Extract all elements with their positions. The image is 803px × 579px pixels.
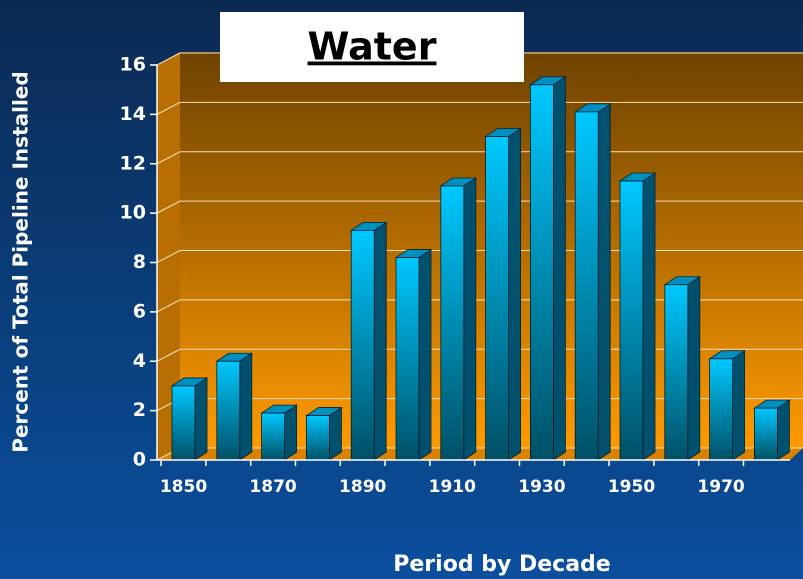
x-tick-label: 1890	[339, 477, 386, 497]
bar-side	[373, 221, 387, 461]
bar-side	[284, 404, 298, 461]
bars	[170, 76, 791, 461]
y-tick-label: 10	[120, 202, 146, 224]
bar-shade	[261, 413, 285, 460]
y-tick-label: 14	[120, 103, 146, 125]
bar-side	[732, 350, 745, 461]
bar-shade	[620, 181, 643, 460]
bar-shade	[172, 385, 195, 460]
bar-side	[777, 399, 790, 461]
y-tick-label: 2	[133, 399, 146, 421]
title-box	[220, 12, 524, 82]
bar-shade	[709, 358, 733, 460]
chart-title: Water	[308, 25, 437, 69]
bar-shade	[485, 136, 509, 460]
x-tick-label: 1910	[429, 477, 476, 497]
bar-side	[553, 76, 566, 461]
bar-side	[687, 275, 701, 461]
bar-side	[508, 127, 521, 461]
x-tick-label: 1870	[249, 477, 296, 497]
x-tick-label: 1850	[160, 477, 207, 497]
grid-line-side	[156, 250, 181, 263]
y-tick-label: 8	[133, 251, 146, 273]
y-tick-label: 6	[133, 300, 146, 322]
x-axis-title: Period by Decade	[393, 552, 610, 577]
bar-side	[328, 406, 342, 461]
bar-shade	[575, 111, 599, 460]
floor	[157, 448, 803, 460]
bar-side	[642, 172, 656, 461]
bar-shade	[306, 415, 330, 460]
grid-line-side	[156, 101, 181, 115]
bar-side	[418, 248, 432, 461]
grid-line-side	[156, 52, 181, 66]
bar-shade	[216, 361, 240, 460]
bar-shade	[530, 84, 554, 460]
y-tick-label: 16	[120, 54, 146, 76]
grid-line-side	[156, 151, 181, 165]
y-tick-label: 0	[133, 449, 146, 471]
grid-line-side	[156, 348, 181, 362]
y-tick-label: 12	[120, 152, 146, 174]
y-axis-title: Percent of Total Pipeline Installed	[9, 71, 33, 452]
bar-shade	[440, 185, 464, 460]
x-tick-label: 1970	[697, 477, 744, 497]
bar-shade	[351, 230, 375, 460]
x-tick-label: 1950	[608, 477, 655, 497]
bar-side	[463, 177, 477, 461]
bar-side	[194, 377, 208, 461]
bar-side	[597, 103, 611, 461]
y-tick-label: 4	[133, 350, 146, 372]
bar-side	[239, 352, 253, 461]
bar-shade	[754, 408, 778, 460]
bar-shade	[664, 284, 688, 460]
grid-line-side	[156, 299, 181, 313]
x-tick-label: 1930	[518, 477, 565, 497]
grid-line-side	[156, 200, 181, 214]
bar-shade	[396, 257, 419, 460]
